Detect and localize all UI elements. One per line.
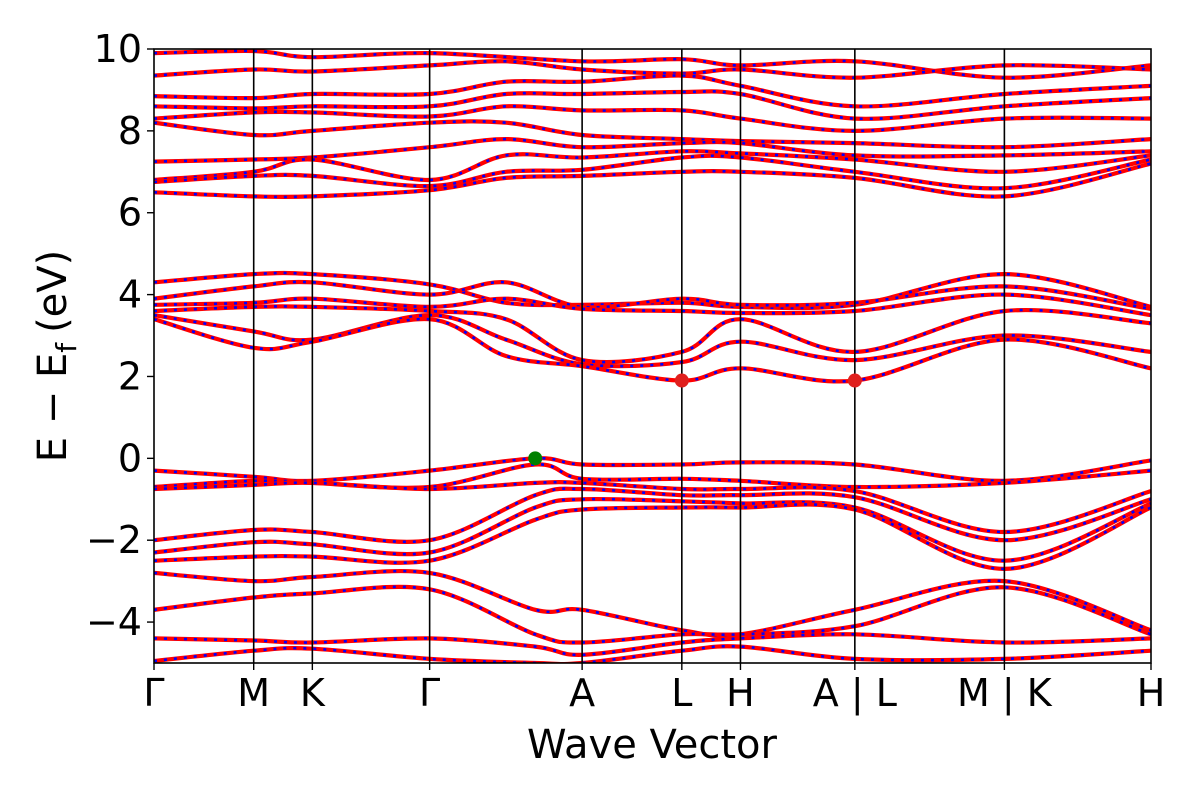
x-tick-label-4: A bbox=[569, 671, 595, 715]
y-tick-label-7: 10 bbox=[94, 27, 142, 71]
y-axis-label: E − Ef (eV) bbox=[30, 250, 83, 463]
band-0-blue bbox=[154, 49, 1151, 80]
band-3-blue bbox=[154, 90, 1151, 121]
x-tick-label-1: M bbox=[237, 671, 270, 715]
y-tick-label-4: 4 bbox=[118, 273, 142, 317]
band-20-red bbox=[154, 496, 1151, 563]
band-8-blue bbox=[154, 154, 1151, 190]
band-16-blue bbox=[154, 456, 1151, 483]
band-4-blue bbox=[154, 104, 1151, 133]
band-23-blue bbox=[154, 585, 1151, 644]
x-tick-label-3: Γ bbox=[419, 671, 440, 715]
x-tick-label-2: K bbox=[300, 671, 326, 715]
band-15-red bbox=[154, 316, 1151, 384]
bands-layer bbox=[154, 49, 1151, 663]
band-9-blue bbox=[154, 162, 1151, 199]
band-24-red bbox=[154, 632, 1151, 657]
x-tick-label-6: H bbox=[726, 671, 755, 715]
x-tick-label-0: Γ bbox=[143, 671, 164, 715]
band-9-red bbox=[154, 161, 1151, 200]
band-21-blue bbox=[154, 503, 1151, 571]
band-18-blue bbox=[154, 480, 1151, 534]
band-23-red bbox=[154, 584, 1151, 645]
y-tick-label-6: 8 bbox=[118, 109, 142, 153]
y-tick-label-3: 2 bbox=[118, 354, 142, 398]
plot-frame bbox=[153, 48, 1152, 664]
band-12-blue bbox=[154, 293, 1151, 317]
band-5-blue bbox=[154, 120, 1151, 149]
y-tick-label-5: 6 bbox=[118, 191, 142, 235]
band-13-blue bbox=[154, 305, 1151, 364]
y-axis-label-unit: (eV) bbox=[30, 250, 76, 333]
y-axis-label-subscript: f bbox=[50, 342, 83, 353]
band-11-blue bbox=[154, 280, 1151, 311]
x-tick-label-5: L bbox=[671, 671, 692, 715]
y-tick-label-1: −2 bbox=[86, 518, 142, 562]
band-15-blue bbox=[154, 317, 1151, 383]
band-1-blue bbox=[154, 59, 1151, 80]
band-25-red bbox=[154, 644, 1151, 663]
band-7-blue bbox=[154, 149, 1151, 182]
extrema-markers bbox=[528, 373, 862, 466]
band-19-blue bbox=[154, 487, 1151, 544]
x-tick-label-9: H bbox=[1137, 671, 1166, 715]
y-tick-label-2: 0 bbox=[118, 436, 142, 480]
y-axis-label-main: E − E bbox=[30, 353, 76, 463]
x-tick-label-8: M | K bbox=[957, 671, 1053, 716]
extremum-marker-2 bbox=[847, 373, 862, 388]
band-2-blue bbox=[154, 74, 1151, 108]
x-tick-label-7: A | L bbox=[813, 671, 897, 716]
band-10-red bbox=[154, 270, 1151, 311]
band-22-red bbox=[154, 569, 1151, 638]
x-axis-label: Wave Vector bbox=[527, 722, 778, 768]
band-14-red bbox=[154, 313, 1151, 369]
extremum-marker-1 bbox=[674, 373, 689, 388]
y-tick-label-0: −4 bbox=[86, 600, 142, 644]
extremum-marker-0 bbox=[528, 451, 543, 466]
y-ticks: −4 −2 0 2 4 6 8 10 bbox=[86, 27, 154, 644]
kpoint-lines bbox=[252, 49, 1006, 663]
